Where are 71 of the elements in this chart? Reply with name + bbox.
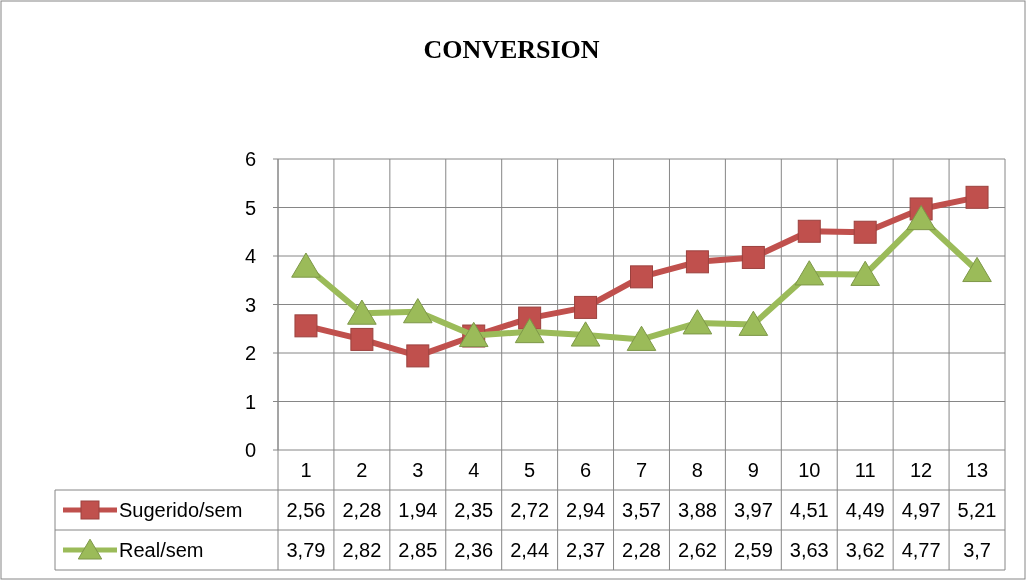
- y-tick-label: 2: [244, 342, 256, 364]
- data-label: 2,94: [566, 499, 606, 521]
- data-label: 2,59: [733, 539, 773, 561]
- point: [626, 325, 657, 351]
- x-tick-label: 11: [854, 459, 876, 481]
- data-label: 3,57: [622, 499, 661, 521]
- x-tick-label: 7: [635, 459, 648, 481]
- x-tick-label: 2: [356, 459, 368, 481]
- point: [294, 314, 318, 338]
- point: [738, 310, 769, 336]
- y-tick-label: 0: [244, 439, 256, 461]
- data-label: 2,56: [286, 499, 326, 521]
- legend-label: Real/sem: [119, 539, 204, 561]
- data-label: 3,97: [733, 499, 773, 521]
- point: [685, 250, 709, 274]
- x-tick-label: 1: [300, 459, 312, 481]
- data-label: 2,72: [510, 499, 550, 521]
- y-tick-label: 4: [244, 245, 256, 267]
- point: [291, 252, 321, 278]
- data-label: 3,62: [845, 539, 885, 561]
- data-label: 4,77: [901, 539, 941, 561]
- x-tick-label: 10: [798, 459, 821, 481]
- data-label: 2,36: [454, 539, 494, 561]
- point: [514, 317, 545, 344]
- data-label: 4,97: [901, 499, 941, 521]
- data-label: 3,63: [789, 539, 829, 561]
- point: [682, 309, 713, 335]
- data-label: 3,79: [286, 539, 326, 561]
- data-label: 4,51: [789, 499, 829, 521]
- data-label: 2,28: [622, 539, 661, 561]
- data-label: 2,62: [677, 539, 717, 561]
- y-tick-label: 6: [244, 148, 256, 170]
- y-tick-label: 3: [244, 293, 256, 316]
- data-label: 2,85: [398, 539, 438, 561]
- point: [406, 344, 430, 368]
- x-tick-label: 3: [412, 459, 424, 481]
- point: [347, 299, 377, 325]
- data-label: 2,37: [566, 539, 606, 561]
- point: [797, 219, 821, 243]
- data-label: 3,88: [677, 499, 717, 521]
- data-label: 2,44: [510, 539, 550, 561]
- point: [350, 327, 374, 351]
- data-label: 5,21: [957, 499, 997, 521]
- x-tick-label: 6: [580, 459, 592, 481]
- point: [403, 298, 433, 324]
- point: [570, 321, 601, 347]
- point: [794, 260, 825, 286]
- data-label: 3,7: [963, 539, 991, 561]
- point: [906, 204, 936, 231]
- x-tick-label: 9: [747, 459, 759, 481]
- data-label: 4,49: [845, 499, 885, 521]
- legend-label: Sugerido/sem: [119, 499, 243, 521]
- x-tick-label: 4: [468, 459, 480, 481]
- data-label: 1,94: [398, 499, 438, 521]
- data-label: 2,35: [454, 499, 494, 521]
- point: [853, 220, 877, 244]
- y-tick-label: 1: [244, 390, 256, 413]
- data-label: 2,82: [342, 539, 382, 561]
- chart-title: CONVERSION: [423, 35, 600, 64]
- point: [741, 245, 765, 269]
- point: [574, 295, 598, 319]
- x-tick-label: 13: [965, 459, 989, 481]
- point: [962, 256, 992, 283]
- x-tick-label: 12: [909, 459, 933, 481]
- point: [965, 185, 989, 209]
- data-label: 2,28: [342, 499, 382, 521]
- y-tick-label: 5: [244, 196, 256, 219]
- point: [630, 265, 653, 289]
- x-tick-label: 8: [691, 459, 703, 481]
- point: [850, 260, 880, 286]
- x-tick-label: 5: [524, 459, 536, 481]
